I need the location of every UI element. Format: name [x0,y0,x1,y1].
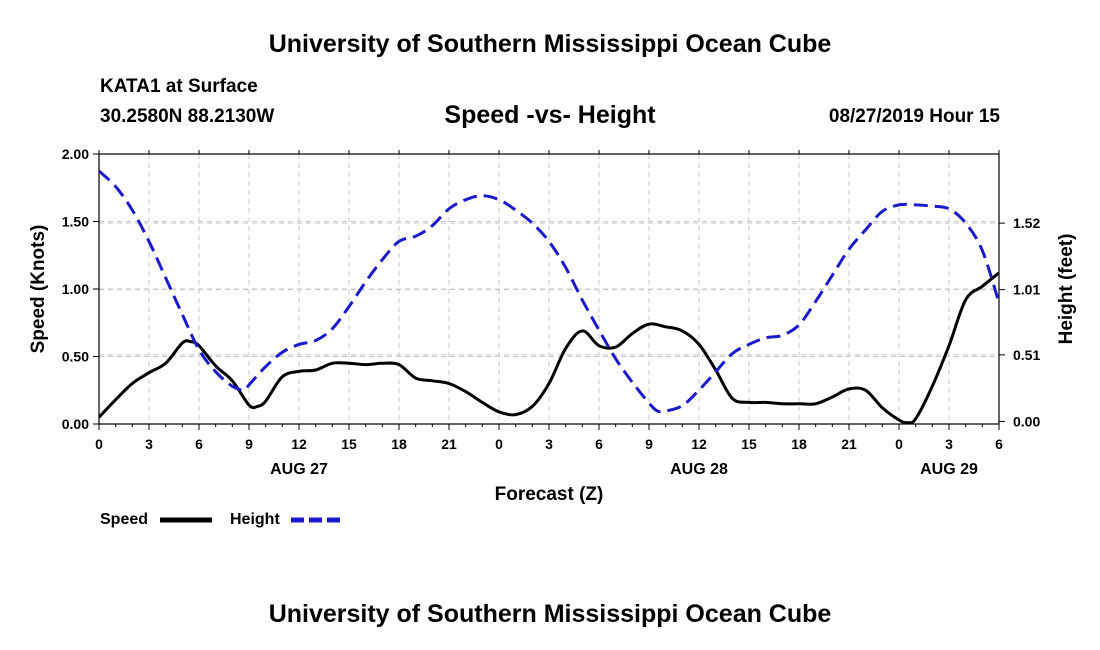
x-tick-label: 15 [741,436,757,452]
x-tick-label: 3 [545,436,553,452]
y2-tick-label: 0.51 [1013,347,1040,363]
height-series-line [99,169,999,414]
x-tick-label: 3 [945,436,953,452]
x-tick-label: 9 [645,436,653,452]
x-axis-label: Forecast (Z) [495,484,604,505]
x-tick-label: 0 [95,436,103,452]
legend-height-label: Height [230,511,280,528]
x-tick-label: 0 [895,436,903,452]
footer-title: University of Southern Mississippi Ocean… [268,600,832,628]
y-axis-label: Speed (Knots) [28,225,49,354]
y2-axis-label: Height (feet) [1056,234,1077,345]
x-tick-label: 9 [245,436,253,452]
datetime-label: 08/27/2019 Hour 15 [828,106,1000,127]
y2-tick-label: 1.01 [1013,282,1040,298]
y-tick-label: 1.50 [62,214,89,230]
x-tick-label: 0 [495,436,503,452]
station-label: KATA1 at Surface [100,76,258,97]
x-tick-label: 18 [391,436,407,452]
x-tick-label: 6 [195,436,203,452]
y-tick-label: 0.00 [62,416,89,432]
day-label: AUG 29 [920,461,978,478]
x-tick-label: 12 [691,436,707,452]
speed-series-line [99,271,999,425]
y-tick-label: 1.00 [62,281,89,297]
legend-speed-label: Speed [100,511,148,528]
chart-title: Speed -vs- Height [444,101,656,129]
y2-tick-label: 1.52 [1013,215,1040,231]
x-tick-label: 21 [441,436,457,452]
page-title: University of Southern Mississippi Ocean… [268,30,832,58]
x-tick-label: 15 [341,436,357,452]
x-tick-label: 18 [791,436,807,452]
y-tick-label: 0.50 [62,349,89,365]
x-tick-label: 21 [841,436,857,452]
x-tick-label: 12 [291,436,307,452]
x-tick-label: 3 [145,436,153,452]
coordinates-label: 30.2580N 88.2130W [100,106,275,127]
x-tick-label: 6 [595,436,603,452]
day-label: AUG 28 [670,461,728,478]
x-tick-label: 6 [995,436,1003,452]
y-tick-label: 2.00 [62,146,89,162]
day-label: AUG 27 [270,461,328,478]
y2-tick-label: 0.00 [1013,413,1040,429]
